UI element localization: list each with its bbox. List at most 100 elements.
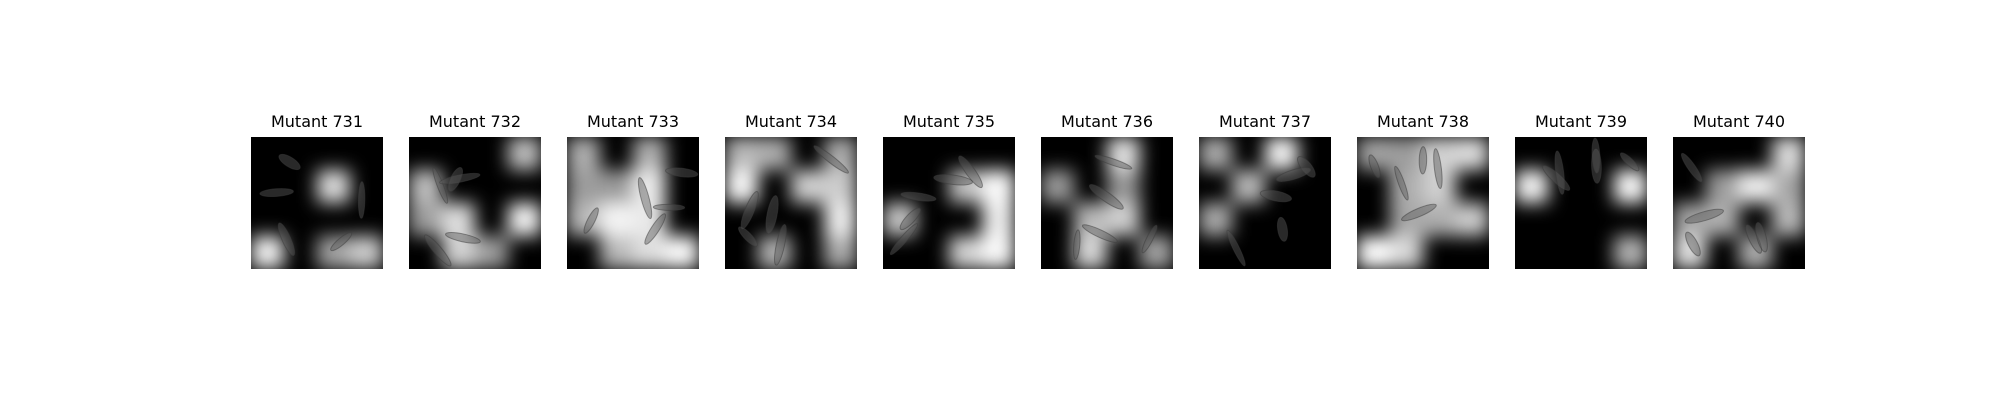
bright-region xyxy=(1456,203,1489,236)
bright-region xyxy=(824,236,857,269)
cell-structure xyxy=(1401,203,1437,222)
cell-structure xyxy=(900,191,937,202)
grayscale-heatmap-image xyxy=(1673,137,1805,269)
bright-region xyxy=(982,170,1015,203)
grayscale-heatmap-image xyxy=(1199,137,1331,269)
cell-structure xyxy=(357,181,366,219)
mutant-panel: Mutant 732 xyxy=(409,108,541,270)
grayscale-heatmap-image xyxy=(409,137,541,269)
bright-region xyxy=(567,170,600,203)
mutant-image xyxy=(1041,137,1173,269)
bright-region xyxy=(824,203,857,236)
bright-region xyxy=(1739,236,1772,269)
mutant-image xyxy=(725,137,857,269)
cell-structure xyxy=(1275,167,1312,182)
cell-structure xyxy=(958,155,983,189)
grayscale-heatmap-image xyxy=(567,137,699,269)
bright-region xyxy=(824,170,857,203)
bright-region xyxy=(409,203,442,236)
bright-region xyxy=(1614,236,1647,269)
cell-structure xyxy=(652,203,686,211)
bright-region xyxy=(633,236,666,269)
cell-structure xyxy=(445,232,481,244)
panel-title: Mutant 739 xyxy=(1534,112,1628,131)
cell-structure xyxy=(1081,224,1118,243)
cell-structure xyxy=(765,195,779,235)
panel-title: Mutant 733 xyxy=(586,112,680,131)
bright-region xyxy=(1232,170,1265,203)
bright-region xyxy=(1772,170,1805,203)
mutant-image xyxy=(1673,137,1805,269)
grayscale-heatmap-image xyxy=(251,137,383,269)
grayscale-heatmap-image xyxy=(883,137,1015,269)
cell-structure xyxy=(1418,146,1428,175)
cell-structure xyxy=(1619,152,1640,172)
bright-region xyxy=(409,170,442,203)
bright-region xyxy=(1199,203,1232,236)
cell-structure xyxy=(1394,165,1409,201)
bright-region xyxy=(1107,137,1140,170)
bright-region xyxy=(1739,170,1772,203)
cell-structure xyxy=(637,177,653,220)
bright-region xyxy=(1390,236,1423,269)
cell-structure xyxy=(447,166,464,192)
cell-structure xyxy=(1368,154,1381,179)
bright-region xyxy=(442,203,475,236)
cell-structure xyxy=(1297,156,1316,178)
mutant-panel: Mutant 735 xyxy=(883,108,1015,270)
cell-structure xyxy=(1433,148,1443,189)
mutant-image xyxy=(567,137,699,269)
mutant-panel: Mutant 736 xyxy=(1041,108,1173,270)
panel-title: Mutant 738 xyxy=(1376,112,1470,131)
cell-structure xyxy=(1685,231,1701,257)
bright-region xyxy=(1390,137,1423,170)
bright-region xyxy=(725,137,758,170)
panel-title: Mutant 732 xyxy=(428,112,522,131)
cell-structure xyxy=(1226,229,1246,267)
mutant-image xyxy=(409,137,541,269)
bright-region xyxy=(600,236,633,269)
bright-region xyxy=(1357,137,1390,170)
bright-region xyxy=(508,137,541,170)
bright-region xyxy=(1074,236,1107,269)
bright-region xyxy=(317,236,350,269)
bright-region xyxy=(633,137,666,170)
mutant-panel: Mutant 738 xyxy=(1357,108,1489,270)
mutant-image xyxy=(1199,137,1331,269)
panel-title: Mutant 731 xyxy=(270,112,364,131)
bright-region xyxy=(350,236,383,269)
cell-structure xyxy=(899,207,921,231)
bright-region xyxy=(1772,137,1805,170)
mutant-image xyxy=(883,137,1015,269)
cell-structure xyxy=(1684,208,1724,224)
bright-region xyxy=(758,137,791,170)
cell-structure xyxy=(278,153,301,171)
mutant-panel: Mutant 734 xyxy=(725,108,857,270)
cell-structure xyxy=(424,234,452,267)
bright-region xyxy=(1706,170,1739,203)
cell-structure xyxy=(740,190,759,230)
bright-region xyxy=(949,236,982,269)
bright-region xyxy=(982,203,1015,236)
panel-title: Mutant 737 xyxy=(1218,112,1312,131)
cell-structure xyxy=(1591,137,1601,174)
bright-region xyxy=(1265,137,1298,170)
cell-structure xyxy=(665,167,699,178)
bright-region xyxy=(666,236,699,269)
cell-structure xyxy=(774,224,787,266)
grayscale-heatmap-image xyxy=(725,137,857,269)
bright-region xyxy=(1706,203,1739,236)
bright-region xyxy=(1199,137,1232,170)
bright-region xyxy=(1041,170,1074,203)
panel-title: Mutant 740 xyxy=(1692,112,1786,131)
bright-region xyxy=(442,236,475,269)
cell-structure xyxy=(1088,184,1124,210)
bright-region xyxy=(1423,137,1456,170)
bright-region xyxy=(600,170,633,203)
bright-region xyxy=(567,137,600,170)
panel-title: Mutant 736 xyxy=(1060,112,1154,131)
bright-region xyxy=(1423,170,1456,203)
cell-structure xyxy=(1094,154,1133,170)
cell-structure xyxy=(813,145,849,174)
